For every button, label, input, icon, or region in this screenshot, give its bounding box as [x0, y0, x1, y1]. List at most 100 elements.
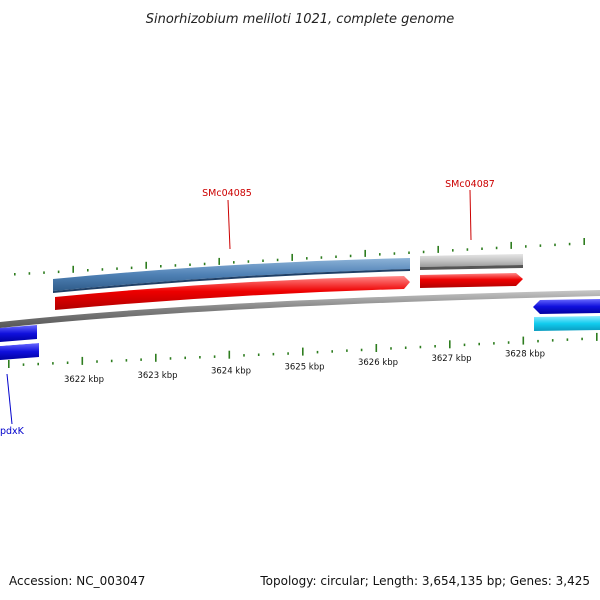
lower-tick	[478, 342, 480, 346]
upper-tick	[452, 249, 454, 252]
upper-tick	[160, 265, 162, 268]
lower-tick	[404, 346, 407, 349]
map-title: Sinorhizobium meliloti 1021, complete ge…	[146, 12, 455, 27]
upper-tick	[276, 258, 279, 262]
upper-tick	[189, 263, 191, 266]
lower-tick	[449, 340, 451, 349]
lower-tick	[287, 352, 289, 355]
lower-tick	[316, 350, 319, 354]
gene-arrow-pdxk[interactable]	[0, 325, 37, 342]
ruler-label-3624: 3624 kbp	[211, 367, 251, 377]
lower-tick	[199, 356, 201, 359]
upper-tick-row	[14, 238, 585, 276]
upper-tick	[116, 267, 118, 270]
lower-tick	[434, 345, 436, 348]
lower-tick	[125, 359, 128, 362]
upper-tick	[130, 266, 133, 270]
accession-text: Accession: NC_003047	[9, 574, 146, 588]
ruler-label-3628: 3628 kbp	[505, 350, 545, 360]
upper-tick	[320, 256, 323, 259]
upper-tick	[408, 251, 410, 254]
leader-smc04085	[227, 199, 231, 250]
gene-arrow-left-lower-edge	[0, 341, 39, 346]
upper-tick	[306, 257, 308, 260]
lower-tick	[243, 354, 245, 357]
lower-tick	[213, 355, 216, 358]
lower-tick	[522, 336, 525, 345]
lower-tick	[581, 337, 583, 341]
ruler-label-3625: 3625 kbp	[284, 362, 324, 372]
gene-label-smc04087[interactable]: SMc04087	[445, 179, 495, 190]
upper-tick	[43, 271, 45, 274]
lower-tick	[169, 357, 172, 360]
lower-tick	[331, 350, 333, 353]
lower-tick	[37, 362, 39, 366]
upper-tick	[539, 244, 542, 247]
upper-tick	[247, 260, 250, 263]
upper-tick	[28, 272, 31, 275]
lower-tick	[66, 361, 69, 364]
ruler-label-3627: 3627 kbp	[431, 354, 471, 364]
upper-tick	[568, 242, 571, 246]
feature-band-gray-edge	[420, 265, 523, 270]
upper-tick	[101, 268, 104, 271]
gene-arrow-smc04085[interactable]	[55, 276, 410, 310]
kbp-ruler: 3622 kbp 3623 kbp 3624 kbp 3625 kbp 3626 kbp…	[64, 350, 545, 385]
feature-band-steelblue	[53, 258, 410, 291]
lower-tick	[81, 356, 84, 365]
upper-tick	[466, 248, 469, 251]
lower-tick	[52, 362, 54, 365]
genome-summary-text: Topology: circular; Length: 3,654,135 bp…	[260, 574, 590, 588]
upper-tick	[87, 269, 89, 272]
gene-label-pdxk[interactable]: pdxK	[0, 426, 25, 437]
lower-tick	[140, 358, 142, 361]
lower-tick	[228, 350, 231, 359]
upper-tick	[393, 252, 396, 255]
upper-tick	[72, 265, 74, 273]
lower-tick	[22, 363, 25, 366]
lower-tick	[184, 356, 186, 360]
ruler-label-3622: 3622 kbp	[64, 375, 104, 385]
lower-tick	[110, 359, 113, 363]
lower-tick	[537, 339, 539, 343]
lower-tick	[390, 347, 392, 350]
lower-tick	[257, 353, 260, 356]
lower-tick	[507, 341, 510, 344]
upper-tick	[481, 247, 483, 250]
ruler-label-3623: 3623 kbp	[137, 371, 177, 381]
upper-tick	[437, 245, 439, 253]
lower-tick	[551, 339, 554, 342]
lower-tick	[346, 349, 348, 352]
lower-tick	[360, 348, 363, 352]
leader-pdxk	[6, 373, 13, 425]
leader-smc04087	[469, 189, 472, 241]
gene-arrow-left-lower	[0, 343, 39, 360]
upper-tick	[422, 250, 425, 254]
lower-tick	[155, 353, 157, 362]
upper-tick	[145, 261, 147, 269]
upper-tick	[364, 249, 366, 257]
upper-tick	[583, 238, 585, 245]
gene-arrow-smc04087[interactable]	[420, 273, 523, 288]
ruler-label-3626: 3626 kbp	[358, 358, 398, 368]
upper-tick	[57, 270, 60, 274]
upper-tick	[379, 253, 381, 256]
upper-tick	[262, 259, 264, 262]
lower-tick	[493, 342, 495, 345]
lower-tick	[96, 360, 98, 363]
upper-tick	[525, 245, 527, 248]
upper-tick	[203, 262, 206, 266]
upper-tick	[510, 241, 512, 249]
upper-tick	[14, 273, 16, 276]
lower-tick	[566, 338, 569, 341]
gene-label-smc04085[interactable]: SMc04085	[202, 188, 252, 199]
lower-tick	[419, 345, 422, 349]
lower-tick	[596, 332, 598, 341]
upper-tick	[233, 261, 235, 264]
lower-tick	[375, 344, 378, 352]
upper-tick	[291, 253, 293, 261]
gene-arrow-right-blue	[533, 299, 600, 314]
feature-band-steelblue-edge	[53, 269, 410, 293]
upper-tick	[349, 254, 352, 258]
